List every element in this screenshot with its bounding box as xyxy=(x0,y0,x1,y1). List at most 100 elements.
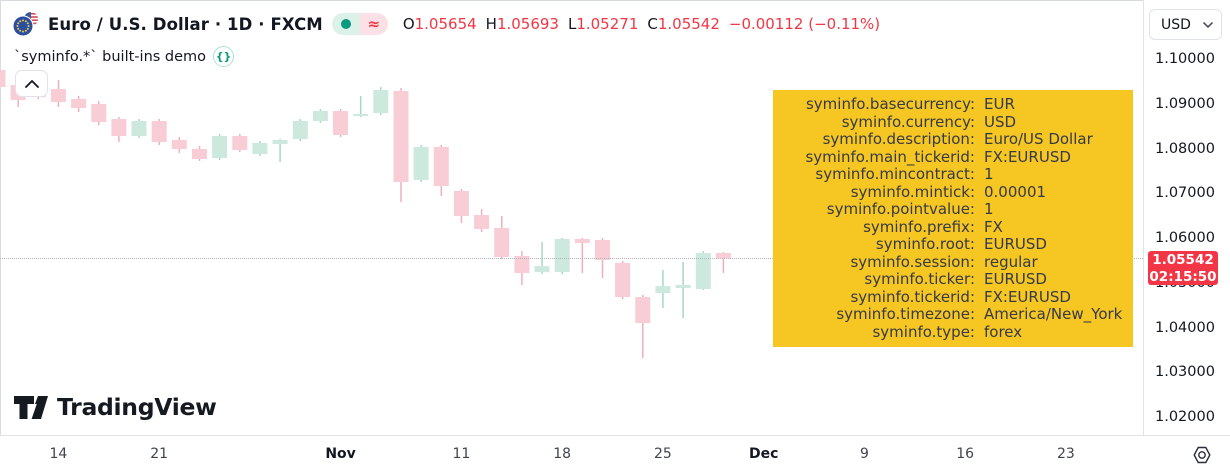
candle-body xyxy=(494,228,510,257)
price-axis-label: 1.10000 xyxy=(1155,51,1215,67)
syminfo-row-value: FX:EURUSD xyxy=(984,287,1071,306)
bar-countdown: 02:15:50 xyxy=(1149,269,1217,285)
syminfo-row-value: forex xyxy=(984,322,1023,341)
candle-body xyxy=(292,121,308,139)
price-axis[interactable]: 1.05542 02:15:50 1.10000 1.09000 1.08000 1.… xyxy=(1143,0,1230,435)
chart-legend-header: Euro / U.S. Dollar · 1D · FXCM ≈ O1.0565… xyxy=(12,9,880,39)
syminfo-row-key: syminfo.timezone: xyxy=(836,305,975,323)
candle-body xyxy=(131,121,147,136)
current-price-line xyxy=(0,258,1143,259)
syminfo-row-value: USD xyxy=(984,112,1017,131)
ohlc-legend-item: O1.05654 xyxy=(402,15,477,33)
candlestick-pane[interactable] xyxy=(0,0,1143,435)
syminfo-row-key: syminfo.type: xyxy=(872,322,975,341)
time-axis-label: 18 xyxy=(553,446,572,462)
ohlc-legend-item: C1.05542 xyxy=(647,15,720,33)
time-axis-label: 16 xyxy=(956,446,975,462)
syminfo-row-value: Euro/US Dollar xyxy=(984,130,1093,148)
time-axis-label: Dec xyxy=(748,446,779,462)
syminfo-row-value: 1 xyxy=(984,200,994,218)
price-axis-label: 1.08000 xyxy=(1155,140,1215,157)
currency-selector-value: USD xyxy=(1161,16,1191,33)
syminfo-row-key: syminfo.root: xyxy=(875,235,975,253)
price-axis-label: 1.03000 xyxy=(1155,364,1215,381)
time-axis-label: 11 xyxy=(452,446,471,462)
ohlc-legend-item: L1.05271 xyxy=(567,15,639,33)
candle-body xyxy=(695,253,711,289)
syminfo-row-key: syminfo.currency: xyxy=(841,112,975,131)
candle-body xyxy=(171,140,187,149)
candle-body xyxy=(534,266,550,273)
candle-body xyxy=(232,136,248,150)
candle-body xyxy=(50,89,66,102)
syminfo-row-value: America/New_York xyxy=(984,305,1123,323)
candle-body xyxy=(393,91,409,182)
syminfo-row-key: syminfo.session: xyxy=(850,252,975,271)
symbol-title[interactable]: Euro / U.S. Dollar · 1D · FXCM xyxy=(48,14,323,34)
syminfo-row-key: syminfo.tickerid: xyxy=(850,287,975,306)
candle-body xyxy=(715,253,731,259)
collapse-legend-button[interactable] xyxy=(15,70,48,97)
time-axis-label: 14 xyxy=(49,446,68,462)
syminfo-row-value: FX:EURUSD xyxy=(984,147,1071,166)
syminfo-row-value: regular xyxy=(984,252,1038,271)
syminfo-row-key: syminfo.basecurrency: xyxy=(805,95,975,113)
syminfo-row-value: 1 xyxy=(984,165,994,183)
market-status-pill[interactable]: ≈ xyxy=(331,13,388,35)
source-code-braces-icon[interactable]: {} xyxy=(213,46,235,67)
currency-selector[interactable]: USD xyxy=(1149,9,1222,40)
syminfo-row-key: syminfo.prefix: xyxy=(863,217,975,236)
delayed-data-approx-icon: ≈ xyxy=(359,13,388,35)
symbol-flag-icon xyxy=(12,11,39,37)
candle-body xyxy=(635,297,651,323)
axis-settings-button[interactable] xyxy=(1190,443,1214,467)
candle-body xyxy=(0,70,6,87)
candle-body xyxy=(574,239,590,243)
candle-body xyxy=(655,286,671,294)
syminfo-row-value: 0.00001 xyxy=(984,182,1047,201)
time-axis-label: 21 xyxy=(150,446,169,462)
time-axis[interactable]: 14 21 Nov 11 18 25 Dec 9 16 23 xyxy=(0,435,1230,472)
last-price-value: 1.05542 xyxy=(1152,252,1214,268)
chevron-up-icon xyxy=(24,79,39,88)
market-open-dot-icon xyxy=(331,13,360,35)
price-axis-label: 1.02000 xyxy=(1155,409,1215,425)
price-axis-label: 1.06000 xyxy=(1155,230,1215,246)
syminfo-row-key: syminfo.main_tickerid: xyxy=(805,147,975,166)
tradingview-watermark[interactable]: TradingView xyxy=(13,393,217,421)
syminfo-row-value: FX xyxy=(984,217,1003,236)
hexagon-nut-icon xyxy=(1193,446,1211,464)
chevron-down-icon xyxy=(1203,21,1213,28)
candle-body xyxy=(413,147,429,180)
change-value: −0.00112 (−0.11%) xyxy=(728,15,881,33)
time-axis-label: 23 xyxy=(1057,446,1075,462)
candle-body xyxy=(595,240,610,260)
script-title[interactable]: `syminfo.*` built-ins demo xyxy=(14,48,207,65)
candle-body xyxy=(151,121,167,142)
candle-body xyxy=(333,111,348,135)
candle-body xyxy=(675,285,691,288)
candle-body xyxy=(71,99,87,108)
candle-body xyxy=(615,263,631,297)
price-axis-label: 1.07000 xyxy=(1155,185,1215,202)
candle-body xyxy=(373,90,389,113)
syminfo-row-key: syminfo.mintick: xyxy=(850,182,975,201)
candle-body xyxy=(312,111,328,121)
ohlc-legend-item: H1.05693 xyxy=(485,15,559,33)
tradingview-logo-icon xyxy=(14,395,48,419)
candle-body xyxy=(272,140,288,144)
syminfo-label-box: syminfo.basecurrency: EUR syminfo.currency… xyxy=(773,90,1133,347)
candle-body xyxy=(192,149,207,159)
syminfo-row-value: EUR xyxy=(984,95,1015,113)
syminfo-row-key: syminfo.description: xyxy=(822,130,975,148)
syminfo-row-value: EURUSD xyxy=(984,270,1047,288)
time-axis-label: 9 xyxy=(859,446,869,462)
last-price-badge: 1.05542 02:15:50 xyxy=(1148,251,1218,285)
candle-body xyxy=(212,136,228,158)
script-title-row: `syminfo.*` built-ins demo {} xyxy=(14,46,235,67)
candle-body xyxy=(353,114,369,116)
price-axis-label: 1.09000 xyxy=(1155,95,1215,112)
candle-body xyxy=(111,119,127,136)
ohlc-legend: O1.05654 H1.05693 L1.05271 C1.05542 −0.00112… xyxy=(403,15,880,33)
time-axis-label: Nov xyxy=(325,446,356,462)
